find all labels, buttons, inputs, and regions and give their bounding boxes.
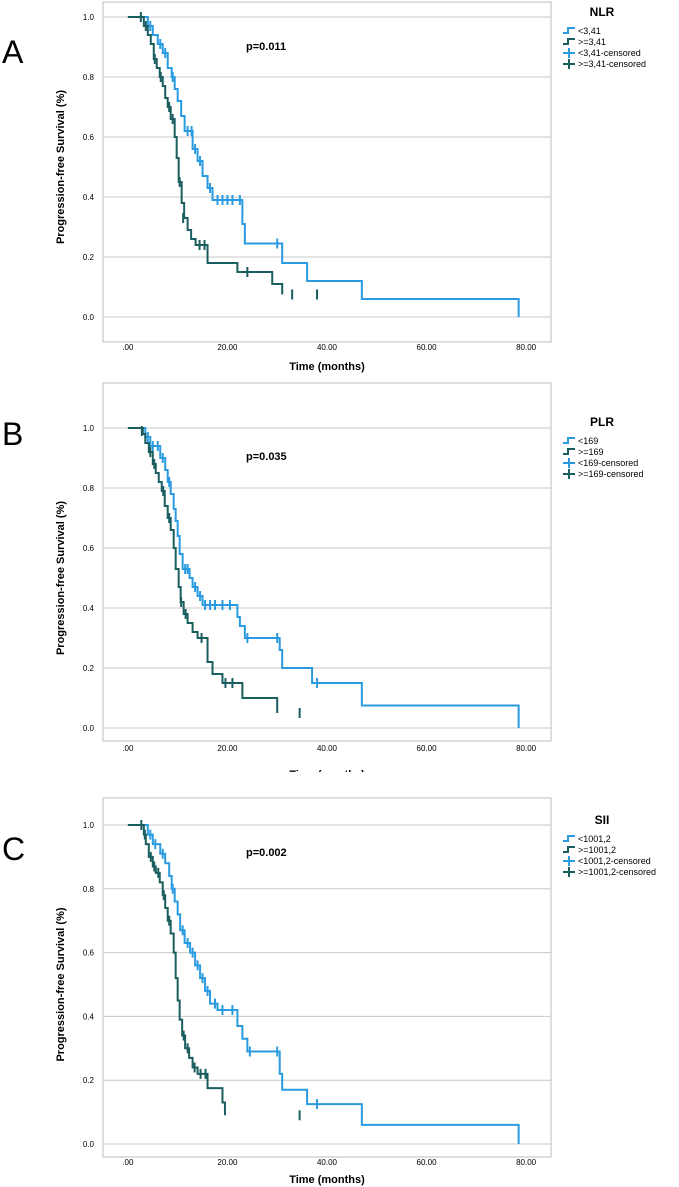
legend-swatch: [563, 835, 575, 842]
y-axis-title: Progression-free Survival (%): [55, 907, 67, 1061]
p-value: p=0.011: [246, 41, 286, 53]
legend-title: NLR: [590, 5, 615, 19]
legend-item: >=3,41-censored: [563, 59, 646, 69]
p-value: p=0.002: [246, 847, 287, 859]
legend-swatch: [563, 846, 575, 853]
y-tick-label: 0.8: [83, 484, 95, 493]
legend-item: >=169: [563, 447, 604, 457]
x-tick-label: .00: [122, 343, 134, 352]
legend-item: <169: [563, 436, 598, 446]
legend-item: >=1001,2: [563, 845, 616, 855]
y-tick-label: 0.8: [83, 885, 95, 894]
x-axis-title: Time (months): [289, 1174, 365, 1186]
legend-item: <1001,2: [563, 834, 611, 844]
y-tick-label: 0.6: [83, 133, 95, 142]
km-chart-c: 0.0 0.2 0.4 0.6 0.8 1.0 .00 20.00 40.00 60.00 80.0…: [55, 797, 656, 1186]
survival-curve-high: [127, 824, 226, 1116]
legend-item: <3,41: [563, 26, 601, 36]
x-tick-label: 80.00: [516, 1158, 537, 1167]
legend-swatch: [563, 27, 575, 34]
legend-title: SII: [595, 813, 610, 827]
panel-letter: C: [2, 831, 26, 867]
legend-label: <3,41: [578, 26, 601, 36]
legend-label: >=3,41: [578, 37, 606, 47]
x-axis-title: Time (months): [289, 361, 365, 373]
x-tick-label: 60.00: [417, 1158, 438, 1167]
x-axis-title: Time (months): [289, 769, 365, 772]
y-tick-label: 0.6: [83, 949, 95, 958]
y-tick-label: 0.6: [83, 544, 95, 553]
x-tick-label: 60.00: [417, 343, 438, 352]
x-tick-label: .00: [122, 1158, 134, 1167]
panel-letter: B: [2, 416, 24, 452]
survival-curve-high: [127, 16, 284, 295]
x-tick-label: .00: [122, 744, 134, 753]
legend-label: >=169: [578, 447, 604, 457]
km-chart-b: 0.0 0.2 0.4 0.6 0.8 1.0 .00 20.00 40.00 60.00 80.0…: [55, 382, 644, 772]
legend-label: <169: [578, 436, 598, 446]
y-tick-label: 1.0: [83, 13, 95, 22]
legend-label: >=1001,2: [578, 845, 616, 855]
legend-item: >=1001,2-censored: [563, 867, 656, 877]
y-axis-title: Progression-free Survival (%): [55, 501, 67, 655]
legend-label: <1001,2-censored: [578, 856, 651, 866]
x-tick-label: 80.00: [516, 343, 537, 352]
legend-label: >=169-censored: [578, 469, 644, 479]
y-tick-label: 1.0: [83, 424, 95, 433]
plot-frame: [102, 1, 552, 343]
x-tick-label: 20.00: [217, 343, 238, 352]
panel-letter: A: [2, 34, 24, 70]
survival-curve-low: [127, 16, 520, 317]
y-axis-title: Progression-free Survival (%): [55, 90, 67, 244]
survival-curve-low: [127, 824, 520, 1144]
y-tick-label: 1.0: [83, 821, 95, 830]
y-tick-label: 0.4: [83, 604, 95, 613]
survival-curve-high: [127, 427, 279, 713]
panel-b: B 0.0 0.2 0.4 0.6 0.8 1.0 .00 20.00 40.00 60.00 80…: [0, 382, 679, 772]
legend-title: PLR: [590, 415, 614, 429]
y-tick-label: 0.0: [83, 1140, 95, 1149]
p-value: p=0.035: [246, 451, 287, 463]
legend-label: >=3,41-censored: [578, 59, 646, 69]
legend-label: <1001,2: [578, 834, 611, 844]
km-chart-a: 0.0 0.2 0.4 0.6 0.8 1.0 .00 20.00 40.00 60.00 80.0…: [55, 1, 646, 373]
survival-curve-low: [127, 427, 520, 728]
y-tick-label: 0.4: [83, 193, 95, 202]
x-tick-label: 60.00: [417, 744, 438, 753]
y-tick-label: 0.2: [83, 253, 95, 262]
x-tick-label: 20.00: [217, 744, 238, 753]
legend-swatch: [563, 437, 575, 444]
legend-label: >=1001,2-censored: [578, 867, 656, 877]
plot-frame: [102, 797, 552, 1158]
legend-swatch: [563, 448, 575, 455]
legend-item: <1001,2-censored: [563, 856, 651, 866]
panel-a: A 0.0 0.2 0.4 0.6 0.8 1.0 .00 20.00 40.00 60.00 80…: [0, 0, 679, 390]
legend-label: <169-censored: [578, 458, 638, 468]
x-tick-label: 20.00: [217, 1158, 238, 1167]
y-tick-label: 0.4: [83, 1012, 95, 1021]
legend-item: <169-censored: [563, 458, 638, 468]
x-tick-label: 40.00: [317, 343, 338, 352]
legend-label: <3,41-censored: [578, 48, 641, 58]
x-tick-label: 40.00: [317, 744, 338, 753]
y-tick-label: 0.2: [83, 664, 95, 673]
x-tick-label: 40.00: [317, 1158, 338, 1167]
y-tick-label: 0.2: [83, 1076, 95, 1085]
legend-item: <3,41-censored: [563, 48, 641, 58]
x-tick-label: 80.00: [516, 744, 537, 753]
panel-c: C 0.0 0.2 0.4 0.6 0.8 1.0 .00 20.00 40.00 60.00 80…: [0, 797, 679, 1187]
plot-frame: [102, 382, 552, 742]
legend-item: >=3,41: [563, 37, 606, 47]
y-tick-label: 0.0: [83, 313, 95, 322]
y-tick-label: 0.8: [83, 73, 95, 82]
y-tick-label: 0.0: [83, 724, 95, 733]
legend-item: >=169-censored: [563, 469, 644, 479]
legend-swatch: [563, 38, 575, 45]
